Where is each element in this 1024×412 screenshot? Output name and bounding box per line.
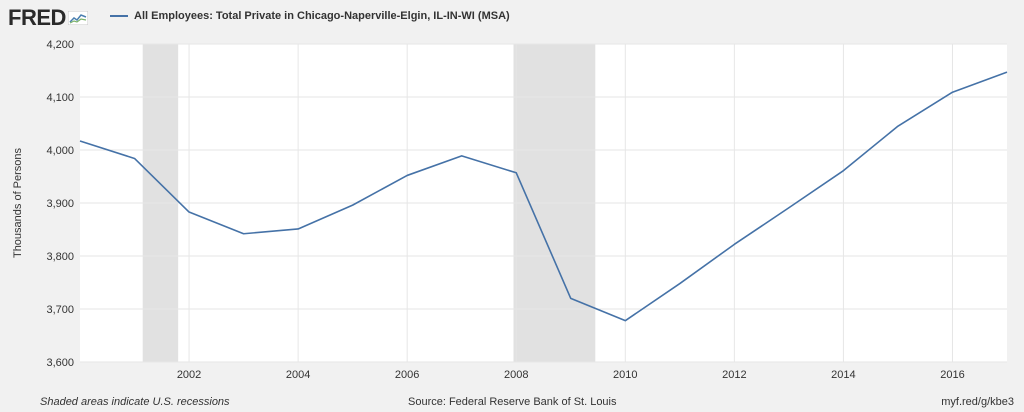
x-tick-label: 2014 <box>831 369 855 381</box>
data-point <box>515 171 518 174</box>
data-point <box>297 227 300 230</box>
data-point <box>569 297 572 300</box>
y-tick-label: 4,000 <box>46 145 74 157</box>
data-point <box>460 154 463 157</box>
x-tick-label: 2016 <box>940 369 964 381</box>
chart-legend: All Employees: Total Private in Chicago-… <box>110 10 510 22</box>
data-point <box>188 211 191 214</box>
data-point <box>733 243 736 246</box>
y-axis-label: Thousands of Persons <box>12 147 24 258</box>
short-link[interactable]: myf.red/g/kbe3 <box>941 396 1014 408</box>
recession-note: Shaded areas indicate U.S. recessions <box>40 396 230 408</box>
y-tick-label: 3,800 <box>46 251 74 263</box>
x-tick-label: 2010 <box>613 369 637 381</box>
gridlines <box>80 43 1007 363</box>
data-point <box>1006 71 1009 74</box>
series-line <box>79 71 1008 322</box>
x-tick-label: 2002 <box>177 369 201 381</box>
data-point <box>133 157 136 160</box>
data-point <box>624 319 627 322</box>
y-tick-label: 3,600 <box>46 357 74 369</box>
y-tick-label: 4,100 <box>46 92 74 104</box>
chart-header: FRED All Employees: Total Private in Chi… <box>0 0 1024 36</box>
data-point <box>951 91 954 94</box>
logo-text: FRED <box>8 5 66 30</box>
legend-label: All Employees: Total Private in Chicago-… <box>134 10 510 22</box>
x-tick-label: 2012 <box>722 369 746 381</box>
data-point <box>351 204 354 207</box>
data-point <box>79 139 82 142</box>
data-point <box>242 232 245 235</box>
chart-footer: Shaded areas indicate U.S. recessions So… <box>0 395 1024 412</box>
y-tick-label: 3,900 <box>46 198 74 210</box>
x-tick-label: 2008 <box>504 369 528 381</box>
line-graph-icon <box>67 11 88 25</box>
data-point <box>406 174 409 177</box>
fred-logo[interactable]: FRED <box>8 5 88 31</box>
source-text: Source: Federal Reserve Bank of St. Loui… <box>408 396 617 408</box>
legend-swatch <box>110 15 128 17</box>
data-point <box>842 169 845 172</box>
x-axis-ticks: 2002 2004 2006 2008 2010 2012 2014 2016 <box>177 369 965 381</box>
data-point <box>678 282 681 285</box>
data-point <box>896 125 899 128</box>
x-tick-label: 2004 <box>286 369 310 381</box>
data-point <box>787 206 790 209</box>
y-tick-label: 3,700 <box>46 304 74 316</box>
y-axis-ticks: 3,600 3,700 3,800 3,900 4,000 4,100 4,200 <box>46 39 74 369</box>
y-tick-label: 4,200 <box>46 39 74 51</box>
x-tick-label: 2006 <box>395 369 419 381</box>
